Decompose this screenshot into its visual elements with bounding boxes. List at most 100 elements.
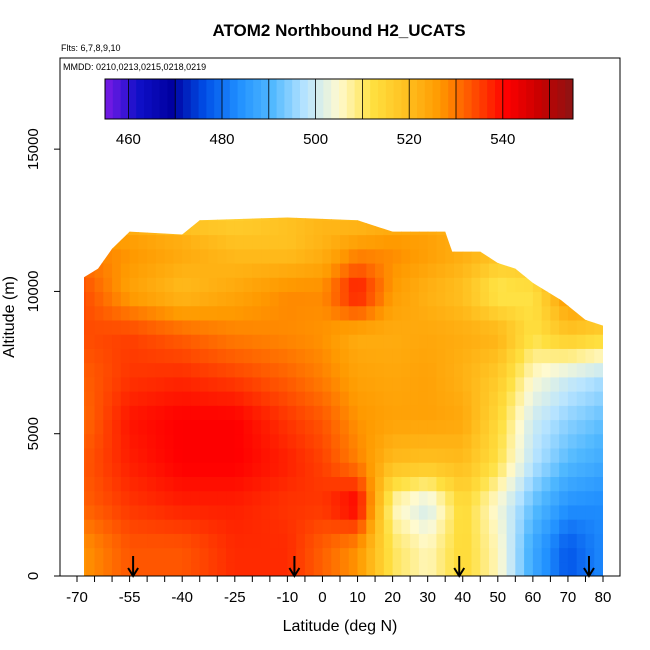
h2-field-cell <box>287 419 297 435</box>
h2-field-cell <box>462 348 473 364</box>
h2-field-cell <box>445 305 455 321</box>
h2-field-cell <box>103 319 113 335</box>
h2-field-cell <box>559 405 569 421</box>
h2-field-cell <box>410 504 420 520</box>
h2-field-cell <box>199 277 210 293</box>
h2-field-cell <box>164 305 175 321</box>
h2-field-cell <box>182 305 192 321</box>
h2-field-cell <box>199 362 210 378</box>
h2-field-cell <box>217 447 227 463</box>
h2-field-cell <box>576 490 587 506</box>
h2-field-cell <box>129 376 139 392</box>
h2-field-cell <box>331 391 341 406</box>
x-tick-label: 60 <box>525 589 542 606</box>
h2-field-cell <box>103 405 113 421</box>
h2-field-cell <box>392 277 402 293</box>
h2-field-cell <box>234 348 245 364</box>
h2-field-cell <box>120 334 131 349</box>
h2-field-cell <box>278 433 288 449</box>
h2-field-cell <box>243 504 253 520</box>
h2-field-cell <box>120 519 131 534</box>
h2-field-cell <box>94 291 104 307</box>
h2-field-cell <box>366 504 376 520</box>
h2-field-cell <box>208 220 218 236</box>
h2-field-cell <box>84 533 87 549</box>
h2-field-cell <box>471 405 481 421</box>
h2-field-cell <box>252 405 262 421</box>
h2-field-cell <box>489 519 499 534</box>
h2-field-cell <box>576 462 587 477</box>
h2-field-cell <box>375 561 385 576</box>
h2-field-cell <box>506 376 516 392</box>
h2-field-cell <box>445 376 455 392</box>
h2-field-cell <box>375 291 385 307</box>
h2-field-cell <box>436 476 446 492</box>
h2-field-cell <box>348 419 359 435</box>
h2-field-cell <box>112 220 122 236</box>
h2-field-cell <box>322 334 332 349</box>
h2-field-cell <box>471 476 481 492</box>
h2-field-cell <box>138 419 148 435</box>
h2-field-cell <box>567 547 578 563</box>
h2-field-cell <box>559 561 569 576</box>
h2-field-cell <box>506 561 516 576</box>
h2-field-cell <box>173 504 183 520</box>
h2-field-cell <box>85 217 96 221</box>
h2-field-cell <box>182 561 192 576</box>
h2-field-cell <box>164 462 175 477</box>
h2-field-cell <box>348 334 359 349</box>
h2-field-cell <box>550 334 560 349</box>
h2-field-cell <box>340 305 350 321</box>
h2-field-cell <box>269 220 280 236</box>
h2-field-cell <box>94 533 104 549</box>
colorbar-swatch <box>237 79 246 119</box>
h2-field-cell <box>594 433 604 449</box>
h2-field-cell <box>471 291 481 307</box>
h2-field-cell <box>129 291 139 307</box>
h2-field-cell <box>296 433 306 449</box>
h2-field-cell <box>261 376 271 392</box>
h2-field-cell <box>348 561 359 576</box>
h2-field-cell <box>252 348 262 364</box>
h2-field-cell <box>129 391 139 406</box>
h2-field-cell <box>418 547 429 563</box>
h2-field-cell <box>567 504 578 520</box>
h2-field-cell <box>103 533 113 549</box>
h2-field-cell <box>243 334 253 349</box>
h2-field-cell <box>322 262 332 278</box>
h2-field-cell <box>138 376 148 392</box>
h2-field-cell <box>243 277 253 293</box>
h2-field-cell <box>392 504 402 520</box>
h2-field-cell <box>252 561 262 576</box>
h2-field-cell <box>103 433 113 449</box>
h2-field-cell <box>190 305 201 321</box>
h2-field-cell <box>418 277 429 293</box>
h2-field-cell <box>182 262 192 278</box>
h2-field-cell <box>234 433 245 449</box>
h2-field-cell <box>226 547 236 563</box>
h2-field-cell <box>559 262 569 278</box>
h2-field-cell <box>287 547 297 563</box>
h2-field-cell <box>532 547 543 563</box>
h2-field-cell <box>392 291 402 307</box>
h2-field-cell <box>243 433 253 449</box>
h2-field-cell <box>567 334 578 349</box>
h2-field-cell <box>85 362 96 378</box>
h2-field-cell <box>445 462 455 477</box>
chart-title: ATOM2 Northbound H2_UCATS <box>212 21 465 40</box>
h2-field-cell <box>304 248 315 264</box>
h2-field-cell <box>147 277 157 293</box>
h2-field-cell <box>234 220 245 236</box>
h2-field-cell <box>278 447 288 463</box>
h2-field-cell <box>103 490 113 506</box>
h2-field-cell <box>313 319 324 335</box>
h2-field-cell <box>366 447 376 463</box>
h2-field-cell <box>524 334 534 349</box>
h2-field-cell <box>147 561 157 576</box>
h2-field-cell <box>120 533 131 549</box>
h2-field-cell <box>418 291 429 307</box>
h2-field-cell <box>112 504 122 520</box>
h2-field-cell <box>453 334 464 349</box>
colorbar-swatch <box>284 79 293 119</box>
h2-field-cell <box>576 248 587 264</box>
